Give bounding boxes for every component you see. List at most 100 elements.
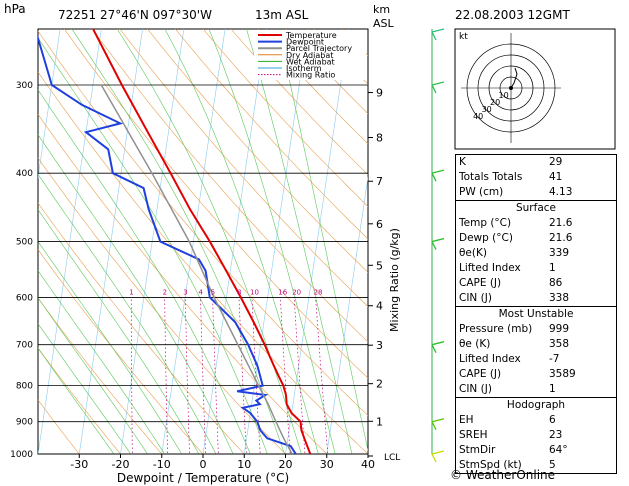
dry-adiabat-line — [202, 29, 368, 207]
mixing-ratio-label: 5 — [211, 288, 215, 296]
x-tick-label: -10 — [153, 458, 171, 471]
station-info: 72251 27°46'N 097°30'W — [58, 8, 212, 22]
dry-adiabat-line — [258, 29, 368, 145]
storm-speed-value: 5 — [549, 459, 556, 471]
most-unstable-section: Most Unstable Pressure (mb) 999 θe (K) 358… — [456, 306, 616, 397]
dry-adiabat-line — [38, 71, 368, 454]
dry-adiabat-line — [38, 249, 204, 454]
dry-adiabat-line — [38, 30, 368, 416]
station-elevation: 13m ASL — [255, 8, 309, 22]
dry-adiabat-line — [119, 29, 368, 308]
x-tick-label: 30 — [320, 458, 334, 471]
wind-barb — [431, 169, 445, 182]
mu-pressure-value: 999 — [549, 323, 570, 335]
index-row: Lifted Index 1 — [459, 261, 613, 276]
mixing-ratio-label: 10 — [250, 288, 259, 296]
legend-label: Temperature — [285, 31, 337, 40]
isotherm-line — [0, 0, 29, 469]
wind-barb — [431, 81, 445, 94]
mu-cape-value: 3589 — [549, 368, 576, 380]
wind-barb — [431, 28, 445, 41]
isotherm-line — [38, 29, 61, 180]
wet-adiabat-line — [71, 29, 285, 454]
profile-lines — [38, 29, 312, 454]
index-row: SREH 23 — [459, 428, 613, 443]
mixing-ratio-labels: 1 2 3 4 5 8 10 16 20 28 — [129, 288, 322, 296]
legend-label: Isotherm — [286, 64, 322, 73]
legend-label: Mixing Ratio — [286, 71, 335, 80]
surface-li-value: 1 — [549, 262, 556, 274]
hodograph-ring-label: 30 — [482, 105, 492, 114]
isotherm-line — [120, 29, 185, 454]
hodograph-ring-label: 40 — [473, 112, 483, 121]
sreh-value: 23 — [549, 429, 563, 441]
pressure-tick-label: 700 — [16, 341, 33, 351]
pw-value: 4.13 — [549, 186, 573, 198]
isotherm-line — [38, 29, 102, 454]
dry-adiabat-line — [63, 29, 368, 379]
mixing-ratio-label: 4 — [199, 288, 204, 296]
km-tick-label: 5 — [376, 259, 383, 272]
isotherm-line — [78, 29, 143, 454]
km-tick-label: 4 — [376, 300, 383, 313]
mixing-ratio-label: 3 — [183, 288, 187, 296]
wind-barb — [431, 450, 445, 463]
km-tick-label: 9 — [376, 87, 383, 100]
wet-adiabat-line — [38, 209, 200, 454]
x-tick-label: 40 — [361, 458, 375, 471]
legend-label: Wet Adiabat — [286, 57, 335, 66]
index-row: StmSpd (kt) 5 — [459, 458, 613, 473]
brand-footer: © WeatherOnline — [450, 468, 556, 482]
wind-barb — [431, 341, 445, 353]
mu-li-value: -7 — [549, 353, 560, 365]
pressure-tick-label: 300 — [16, 81, 33, 91]
index-row: θe(K) 339 — [459, 246, 613, 261]
pressure-tick-label: 900 — [16, 418, 33, 428]
k-index-value: 29 — [549, 156, 563, 168]
surface-cin-value: 338 — [549, 292, 570, 304]
wet-adiabat-line — [38, 270, 165, 454]
section-title: Surface — [515, 202, 556, 214]
wet-adiabat-line — [38, 89, 251, 454]
km-tick-label: 8 — [376, 132, 383, 145]
indices-table: K 29 Totals Totals 41 PW (cm) 4.13 Surface … — [455, 154, 617, 474]
km-label: km — [373, 3, 390, 16]
section-title: Hodograph — [506, 399, 566, 411]
mixing-ratio-axis-title: Mixing Ratio (g/kg) — [388, 228, 401, 332]
hodograph-ring-label: 20 — [490, 98, 500, 107]
hodograph-section: Hodograph EH 6 SREH 23 StmDir 64° StmSpd (k… — [456, 397, 616, 473]
index-row: CAPE (J) 3589 — [459, 367, 613, 382]
dewpoint-line — [38, 34, 297, 454]
x-axis-title: Dewpoint / Temperature (°C) — [117, 471, 289, 485]
section-title: Most Unstable — [498, 308, 574, 320]
hodograph-ring-label: 10 — [499, 91, 509, 100]
x-tick-label: -20 — [112, 458, 130, 471]
index-row: CAPE (J) 86 — [459, 276, 613, 291]
wind-barbs — [431, 28, 445, 463]
wet-adiabat-line — [38, 240, 183, 454]
hodograph-trace — [510, 67, 518, 89]
wet-adiabat-line — [277, 29, 368, 452]
wet-adiabat-line — [208, 29, 336, 454]
pressure-tick-label: 1000 — [10, 450, 33, 460]
surface-theta-value: 339 — [549, 247, 570, 259]
wet-adiabat-line — [116, 29, 302, 454]
wet-adiabat-line — [38, 173, 217, 454]
surface-cape-value: 86 — [549, 277, 563, 289]
pressure-tick-label: 800 — [16, 382, 33, 392]
wet-adiabat-line — [38, 297, 148, 454]
isotherm-line — [367, 452, 368, 454]
wet-adiabat-line — [246, 29, 353, 454]
eh-value: 6 — [549, 414, 556, 426]
surface-dewp-value: 21.6 — [549, 232, 573, 244]
pressure-tick-label: 400 — [16, 169, 33, 179]
pressure-tick-label: 600 — [16, 293, 33, 303]
index-row: EH 6 — [459, 413, 613, 428]
mu-cin-value: 1 — [549, 383, 556, 395]
wind-barb — [431, 237, 445, 250]
surface-section: Surface Temp (°C) 21.6 Dewp (°C) 21.6 θe(K… — [456, 200, 616, 306]
index-row: Totals Totals 41 — [459, 170, 613, 185]
